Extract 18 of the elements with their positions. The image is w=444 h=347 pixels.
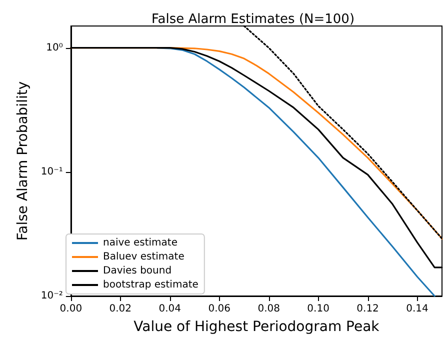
legend-label: bootstrap estimate <box>103 280 198 290</box>
x-tick-label: 0.06 <box>208 304 230 314</box>
legend-label: Davies bound <box>103 266 172 276</box>
legend-label: naive estimate <box>103 238 178 248</box>
y-axis-title: False Alarm Probability <box>15 81 31 241</box>
y-tick-label: 10⁻² <box>40 290 63 302</box>
y-tick-label: 10⁻¹ <box>40 166 63 178</box>
x-axis-title: Value of Highest Periodogram Peak <box>134 319 380 335</box>
x-tick-label: 0.02 <box>109 304 132 314</box>
x-tick-label: 0.14 <box>406 304 428 314</box>
legend-label: Baluev estimate <box>103 252 184 262</box>
x-tick-label: 0.00 <box>60 304 82 314</box>
y-tick-label: 10⁰ <box>46 42 63 54</box>
x-tick-label: 0.10 <box>307 304 330 314</box>
x-tick-label: 0.04 <box>158 304 181 314</box>
x-tick-label: 0.12 <box>356 304 379 314</box>
x-tick-label: 0.08 <box>258 304 280 314</box>
chart-title: False Alarm Estimates (N=100) <box>151 12 355 27</box>
